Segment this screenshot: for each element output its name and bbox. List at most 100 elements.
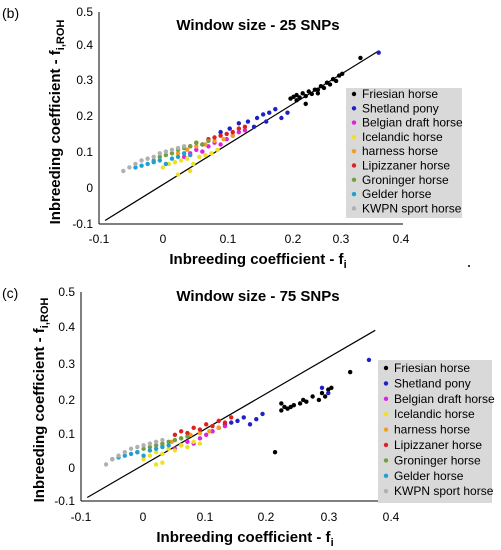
panel-b-points <box>121 50 381 176</box>
legend-label-kwpn-sport-horse: KWPN sport horse <box>362 201 462 215</box>
panel-c: (c) Window size - 75 SNPs -0.1 0 0.1 0.2… <box>2 285 495 549</box>
legend-label-groninger-horse: Groninger horse <box>362 173 449 187</box>
point-gelder-horse <box>188 153 192 157</box>
point-gelder-horse <box>135 450 139 454</box>
point-friesian-horse <box>358 56 362 60</box>
point-groninger-horse <box>188 144 192 148</box>
panel-b: (b) Window size - 25 SNPs -0.1 0 0.1 0.2… <box>2 5 463 271</box>
legend-label-harness-horse: harness horse <box>362 144 438 158</box>
panel-c-points <box>104 358 371 467</box>
point-icelandic-horse <box>191 162 195 166</box>
point-friesian-horse <box>279 401 283 405</box>
panel-c-title: Window size - 75 SNPs <box>176 288 339 305</box>
panel-b-xtick-label: 0 <box>160 232 167 246</box>
legend-marker-shetland-pony <box>352 106 356 110</box>
point-gelder-horse <box>170 156 174 160</box>
stray-dot <box>468 265 470 267</box>
point-friesian-horse <box>329 386 333 390</box>
legend-marker-harness-horse <box>352 149 356 153</box>
point-gelder-horse <box>145 162 149 166</box>
point-friesian-horse <box>348 370 352 374</box>
point-gelder-horse <box>164 162 168 166</box>
legend-marker-kwpn-sport-horse <box>352 206 356 210</box>
legend-marker-friesian-horse <box>384 366 388 370</box>
point-harness-horse <box>221 137 225 141</box>
legend-marker-lipizzaner-horse <box>384 443 388 447</box>
point-kwpn-sport-horse <box>129 447 133 451</box>
point-kwpn-sport-horse <box>139 158 143 162</box>
point-kwpn-sport-horse <box>121 169 125 173</box>
point-groninger-horse <box>206 139 210 143</box>
legend-marker-gelder-horse <box>352 192 356 196</box>
point-shetland-pony <box>254 417 258 421</box>
point-shetland-pony <box>326 391 330 395</box>
panel-b-xtick-label: -0.1 <box>89 232 110 246</box>
point-friesian-horse <box>289 405 293 409</box>
point-friesian-horse <box>294 98 298 102</box>
point-icelandic-horse <box>191 440 195 444</box>
point-harness-horse <box>217 426 221 430</box>
point-kwpn-sport-horse <box>104 462 108 466</box>
legend-label-groninger-horse: Groninger horse <box>394 453 481 467</box>
point-shetland-pony <box>246 119 250 123</box>
point-shetland-pony <box>264 119 268 123</box>
panel-c-reference-line <box>87 330 375 497</box>
point-icelandic-horse <box>154 462 158 466</box>
legend-label-icelandic-horse: Icelandic horse <box>362 130 443 144</box>
point-kwpn-sport-horse <box>154 440 158 444</box>
panel-c-y-axis-label: Inbreeding coefficient - fi,ROH <box>31 298 51 503</box>
point-gelder-horse <box>182 151 186 155</box>
point-kwpn-sport-horse <box>164 149 168 153</box>
legend-marker-belgian-draft-horse <box>352 120 356 124</box>
point-lipizzaner-horse <box>173 433 177 437</box>
panel-c-ytick-label: 0.4 <box>58 320 75 334</box>
point-lipizzaner-horse <box>223 420 227 424</box>
point-shetland-pony <box>237 121 241 125</box>
panel-c-ytick-label: 0 <box>68 461 75 475</box>
point-lipizzaner-horse <box>210 424 214 428</box>
panel-b-ytick-label: 0.1 <box>76 145 93 159</box>
panel-b-y-ticks: -0.1 0 0.1 0.2 0.3 0.4 0.5 <box>72 5 93 231</box>
point-lipizzaner-horse <box>231 130 235 134</box>
point-shetland-pony <box>229 420 233 424</box>
point-icelandic-horse <box>160 460 164 464</box>
point-icelandic-horse <box>148 454 152 458</box>
point-gelder-horse <box>154 447 158 451</box>
point-kwpn-sport-horse <box>133 162 137 166</box>
panel-c-xtick-label: -0.1 <box>71 510 92 524</box>
panel-b-ytick-label: 0 <box>86 181 93 195</box>
panel-b-y-axis-label: Inbreeding coefficient - fi,ROH <box>47 20 67 225</box>
point-lipizzaner-horse <box>224 132 228 136</box>
panel-b-xtick-label: 0.3 <box>333 232 350 246</box>
panel-c-x-axis-label: Inbreeding coefficient - fi <box>156 529 333 549</box>
point-groninger-horse <box>173 438 177 442</box>
point-lipizzaner-horse <box>218 133 222 137</box>
point-shetland-pony <box>228 126 232 130</box>
panel-b-label: (b) <box>2 5 19 21</box>
legend-marker-harness-horse <box>384 427 388 431</box>
panel-c-xtick-label: 0.1 <box>197 510 214 524</box>
legend-label-gelder-horse: Gelder horse <box>362 187 432 201</box>
point-kwpn-sport-horse <box>152 155 156 159</box>
point-groninger-horse <box>179 436 183 440</box>
panel-b-ytick-label: 0.4 <box>76 38 93 52</box>
point-gelder-horse <box>158 158 162 162</box>
legend-label-lipizzaner-horse: Lipizzaner horse <box>362 159 450 173</box>
point-lipizzaner-horse <box>229 415 233 419</box>
point-shetland-pony <box>235 419 239 423</box>
legend-label-kwpn-sport-horse: KWPN sport horse <box>394 484 494 498</box>
point-shetland-pony <box>261 112 265 116</box>
panel-c-ytick-label: 0.1 <box>58 427 75 441</box>
point-kwpn-sport-horse <box>158 151 162 155</box>
point-kwpn-sport-horse <box>135 445 139 449</box>
point-gelder-horse <box>176 155 180 159</box>
point-friesian-horse <box>316 88 320 92</box>
point-lipizzaner-horse <box>179 429 183 433</box>
point-belgian-draft-horse <box>204 433 208 437</box>
point-gelder-horse <box>148 448 152 452</box>
point-icelandic-horse <box>185 445 189 449</box>
panel-c-y-ticks: -0.1 0 0.1 0.2 0.3 0.4 0.5 <box>54 285 75 508</box>
point-shetland-pony <box>367 358 371 362</box>
point-friesian-horse <box>322 86 326 90</box>
